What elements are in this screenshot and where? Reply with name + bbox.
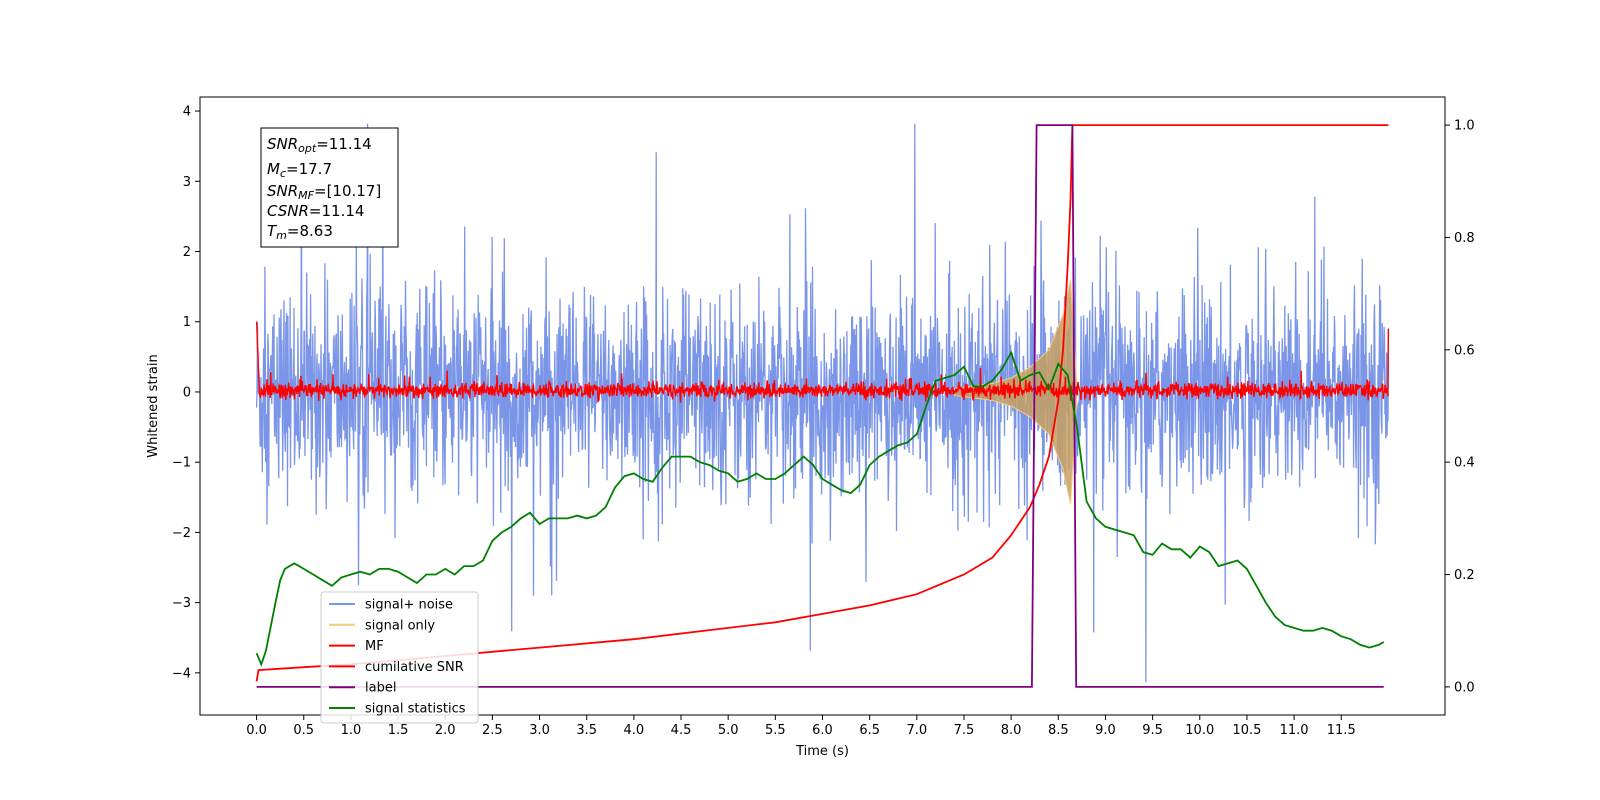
x-tick-label: 0.5: [293, 723, 314, 738]
x-tick-label: 8.5: [1048, 723, 1069, 738]
legend-entry-label: MF: [365, 639, 384, 654]
x-tick-label: 6.5: [859, 723, 880, 738]
x-tick-label: 9.5: [1142, 723, 1163, 738]
legend-entry-label: cumilative SNR: [365, 660, 464, 675]
legend-entry-label: signal only: [365, 618, 435, 633]
x-tick-label: 2.5: [482, 723, 503, 738]
y2-tick-label: 0.8: [1454, 231, 1475, 246]
annotation-mc: Mc=17.7: [267, 160, 332, 180]
x-tick-label: 3.0: [529, 723, 550, 738]
legend-entry-label: label: [365, 681, 396, 696]
annotation-box: SNRopt=11.14 Mc=17.7 SNRMF=[10.17] CSNR=…: [260, 127, 399, 248]
x-tick-label: 7.5: [954, 723, 975, 738]
series-label-line: [256, 124, 1384, 688]
y-tick-label: −4: [172, 666, 191, 681]
legend-entry-label: signal+ noise: [365, 598, 453, 613]
x-tick-label: 0.0: [246, 723, 267, 738]
legend-entry-label: signal statistics: [365, 702, 466, 717]
legend: signal+ noise signal only MF cumilative SNR…: [320, 591, 479, 724]
legend-frame: [320, 591, 479, 724]
annotation-snr-mf: SNRMF=[10.17]: [267, 182, 381, 202]
x-tick-label: 8.0: [1001, 723, 1022, 738]
y-tick-label: 4: [183, 105, 191, 120]
series-mf-line: [255, 321, 1390, 403]
y2-tick-label: 0.2: [1454, 568, 1475, 583]
y2-tick-label: 0.0: [1454, 680, 1475, 695]
x-tick-label: 1.0: [341, 723, 362, 738]
y-tick-label: −3: [172, 596, 191, 611]
y-tick-label: −1: [172, 456, 191, 471]
x-tick-label: 9.0: [1095, 723, 1116, 738]
series-layer: [255, 123, 1390, 688]
x-tick-label: 4.0: [624, 723, 645, 738]
x-tick-label: 2.0: [435, 723, 456, 738]
y-tick-label: −2: [172, 526, 191, 541]
x-tick-label: 4.5: [671, 723, 692, 738]
x-tick-label: 5.5: [765, 723, 786, 738]
annotation-snr-opt: SNRopt=11.14: [267, 135, 372, 155]
y2-tick-label: 0.6: [1454, 343, 1475, 358]
annotation-csnr: CSNR=11.14: [267, 202, 364, 220]
x-tick-label: 10.5: [1232, 723, 1261, 738]
annotation-tm: Tm=8.63: [267, 222, 333, 242]
series-signal-statistics-line: [255, 350, 1385, 667]
series-signal-noise-line: [255, 123, 1390, 683]
x-tick-label: 3.5: [576, 723, 597, 738]
x-tick-label: 10.0: [1185, 723, 1214, 738]
x-axis-label: Time (s): [795, 744, 849, 759]
x-tick-label: 11.5: [1327, 723, 1356, 738]
x-tick-label: 5.0: [718, 723, 739, 738]
y2-tick-label: 0.4: [1454, 456, 1475, 471]
x-tick-label: 11.0: [1280, 723, 1309, 738]
axes-layer: 0.0 0.5 1.0 1.5 2.0 2.5 3.0 3.5 4.0 4.5 5.0 5.5 6.0 6…: [172, 105, 1475, 738]
y2-tick-label: 1.0: [1454, 119, 1475, 134]
y-tick-label: 0: [183, 385, 191, 400]
y-tick-label: 3: [183, 175, 191, 190]
y-axis-label: Whitened strain: [146, 354, 161, 457]
y-tick-label: 2: [183, 245, 191, 260]
x-tick-label: 1.5: [388, 723, 409, 738]
y-tick-label: 1: [183, 315, 191, 330]
x-tick-label: 6.0: [812, 723, 833, 738]
x-tick-label: 7.0: [906, 723, 927, 738]
